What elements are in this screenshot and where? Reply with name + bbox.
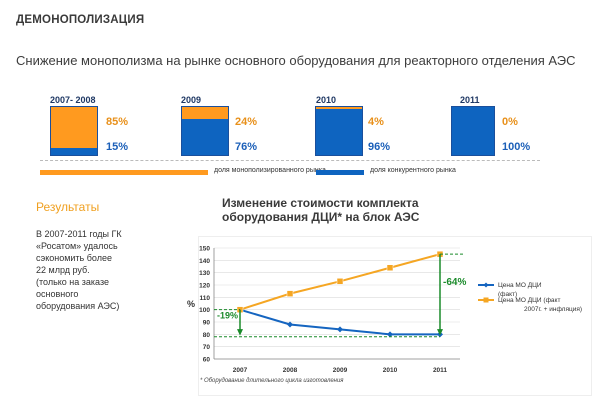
mono-share-label: 85%	[106, 116, 129, 128]
x-tick-label: 2010	[383, 367, 398, 374]
y-tick-label: 90	[203, 320, 211, 327]
bar-year-label: 2010	[316, 95, 337, 105]
data-point	[287, 321, 293, 328]
x-tick-label: 2008	[283, 367, 298, 374]
comp-share-label: 15%	[106, 141, 129, 153]
competitive-share-fill	[316, 108, 362, 155]
x-tick-label: 2007	[233, 367, 248, 374]
annotation-right: -64%	[443, 277, 466, 288]
y-tick-label: 130	[199, 270, 210, 277]
data-point	[337, 326, 343, 333]
y-tick-label: 110	[200, 295, 211, 302]
competitive-share-fill	[182, 118, 228, 155]
comp-share-label: 96%	[368, 141, 391, 153]
y-tick-label: 140	[199, 258, 210, 265]
y-tick-label: 120	[199, 283, 210, 290]
results-text: В 2007-2011 годы ГК «Росатом» удалось сэ…	[36, 229, 122, 311]
y-axis-label: %	[187, 299, 195, 309]
mono-share-label: 4%	[368, 116, 384, 128]
x-tick-label: 2011	[433, 367, 447, 374]
y-tick-label: 70	[203, 344, 211, 351]
data-point	[386, 264, 394, 271]
legend-label: Цена МО ДЦИ (факт)	[498, 282, 542, 298]
bar-year-label: 2007- 2008	[50, 95, 96, 105]
legend-label-comp: доля конкурентного рынка	[370, 167, 456, 174]
competitive-share-fill	[452, 107, 494, 155]
y-tick-label: 100	[199, 307, 210, 314]
y-tick-label: 60	[203, 357, 211, 364]
market-bar	[181, 106, 229, 156]
market-bar	[50, 106, 98, 156]
legend-swatch-comp	[316, 170, 364, 175]
data-point	[286, 290, 294, 297]
y-tick-label: 80	[203, 332, 211, 339]
legend-label-mono: доля монополизированного рынка	[214, 167, 326, 174]
separator-dashed	[40, 160, 540, 161]
comp-share-label: 100%	[502, 141, 531, 153]
arrow-head	[437, 329, 443, 336]
market-bar	[451, 106, 495, 156]
bar-year-label: 2009	[181, 95, 202, 105]
page-title: ДЕМОНОПОЛИЗАЦИЯ	[16, 14, 145, 26]
chart-frame	[198, 236, 592, 396]
chart-title: Изменение стоимости комплекта оборудован…	[222, 196, 420, 224]
market-bar	[315, 106, 363, 156]
legend-marker	[483, 282, 489, 288]
arrow-head	[237, 329, 243, 336]
y-tick-label: 150	[199, 246, 210, 253]
competitive-share-fill	[51, 147, 97, 155]
mono-share-label: 0%	[502, 116, 518, 128]
legend-swatch-mono	[40, 170, 208, 175]
legend-marker	[483, 297, 489, 303]
mono-share-label: 24%	[235, 116, 258, 128]
data-point	[336, 278, 344, 285]
x-tick-label: 2009	[333, 367, 348, 374]
data-point	[387, 331, 393, 338]
comp-share-label: 76%	[235, 141, 258, 153]
chart-footnote: * Оборудование длительного цикла изготов…	[200, 378, 344, 384]
legend-label: Цена МО ДЦИ (факт 2007г. + инфляция)	[498, 297, 582, 313]
bar-year-label: 2011	[460, 95, 480, 105]
results-heading: Результаты	[36, 200, 100, 214]
annotation-left: -19%	[217, 310, 238, 320]
page-subtitle: Снижение монополизма на рынке основного …	[16, 53, 576, 68]
